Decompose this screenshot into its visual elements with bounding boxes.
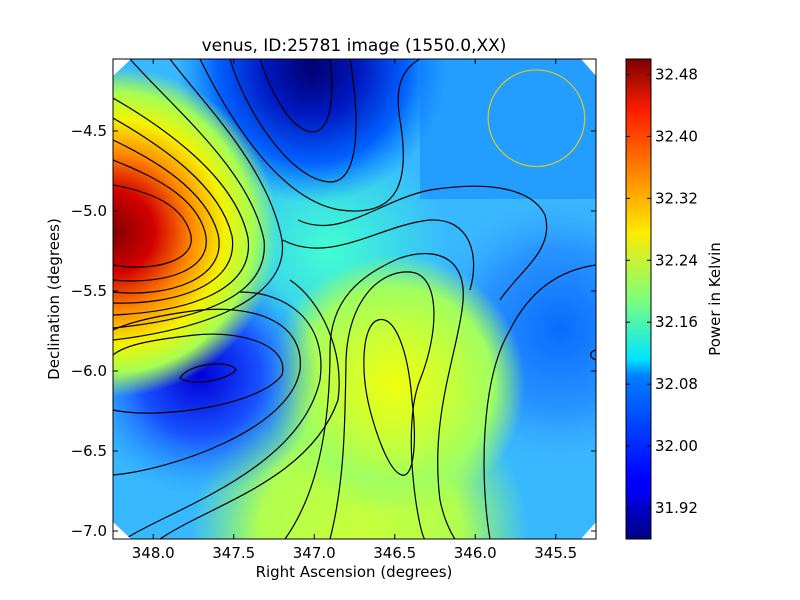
y-tick-label: −6.0 bbox=[71, 362, 107, 380]
y-tick-label: −5.5 bbox=[71, 282, 107, 300]
x-tick-label: 345.5 bbox=[534, 544, 577, 562]
y-tick-label: −4.5 bbox=[71, 122, 107, 140]
colorbar-label: Power in Kelvin bbox=[706, 242, 724, 356]
chart-title: venus, ID:25781 image (1550.0,XX) bbox=[202, 36, 507, 56]
colorbar-tick-label: 32.48 bbox=[655, 65, 698, 83]
x-axis-ticks: 348.0 347.5 347.0 346.5 346.0 345.5 bbox=[132, 59, 577, 562]
colorbar-tick-label: 32.08 bbox=[655, 375, 698, 393]
y-tick-label: −5.0 bbox=[71, 202, 107, 220]
colorbar-tick-label: 31.92 bbox=[655, 499, 698, 517]
colorbar-tick-label: 32.24 bbox=[655, 251, 698, 269]
y-tick-label: −7.0 bbox=[71, 522, 107, 540]
x-tick-label: 348.0 bbox=[132, 544, 175, 562]
colorbar-tick-label: 32.40 bbox=[655, 127, 698, 145]
y-axis-ticks: −4.5 −5.0 −5.5 −6.0 −6.5 −7.0 bbox=[71, 122, 596, 540]
colorbar-ticks: 31.92 32.00 32.08 32.16 32.24 32.32 32.40 32.48 bbox=[626, 65, 698, 517]
colorbar-tick-label: 32.32 bbox=[655, 189, 698, 207]
x-tick-label: 346.5 bbox=[373, 544, 416, 562]
x-tick-label: 347.0 bbox=[293, 544, 336, 562]
y-tick-label: −6.5 bbox=[71, 442, 107, 460]
x-axis-label: Right Ascension (degrees) bbox=[256, 563, 453, 581]
colorbar-tick-label: 32.00 bbox=[655, 437, 698, 455]
x-tick-label: 347.5 bbox=[212, 544, 255, 562]
heatmap-area bbox=[113, 59, 596, 539]
colorbar-tick-label: 32.16 bbox=[655, 313, 698, 331]
colorbar bbox=[625, 58, 652, 540]
x-tick-label: 346.0 bbox=[454, 544, 497, 562]
beam-circle bbox=[487, 69, 586, 168]
y-axis-label: Declination (degrees) bbox=[45, 218, 63, 380]
contour-lines bbox=[113, 59, 596, 539]
plot-frame bbox=[112, 58, 597, 540]
